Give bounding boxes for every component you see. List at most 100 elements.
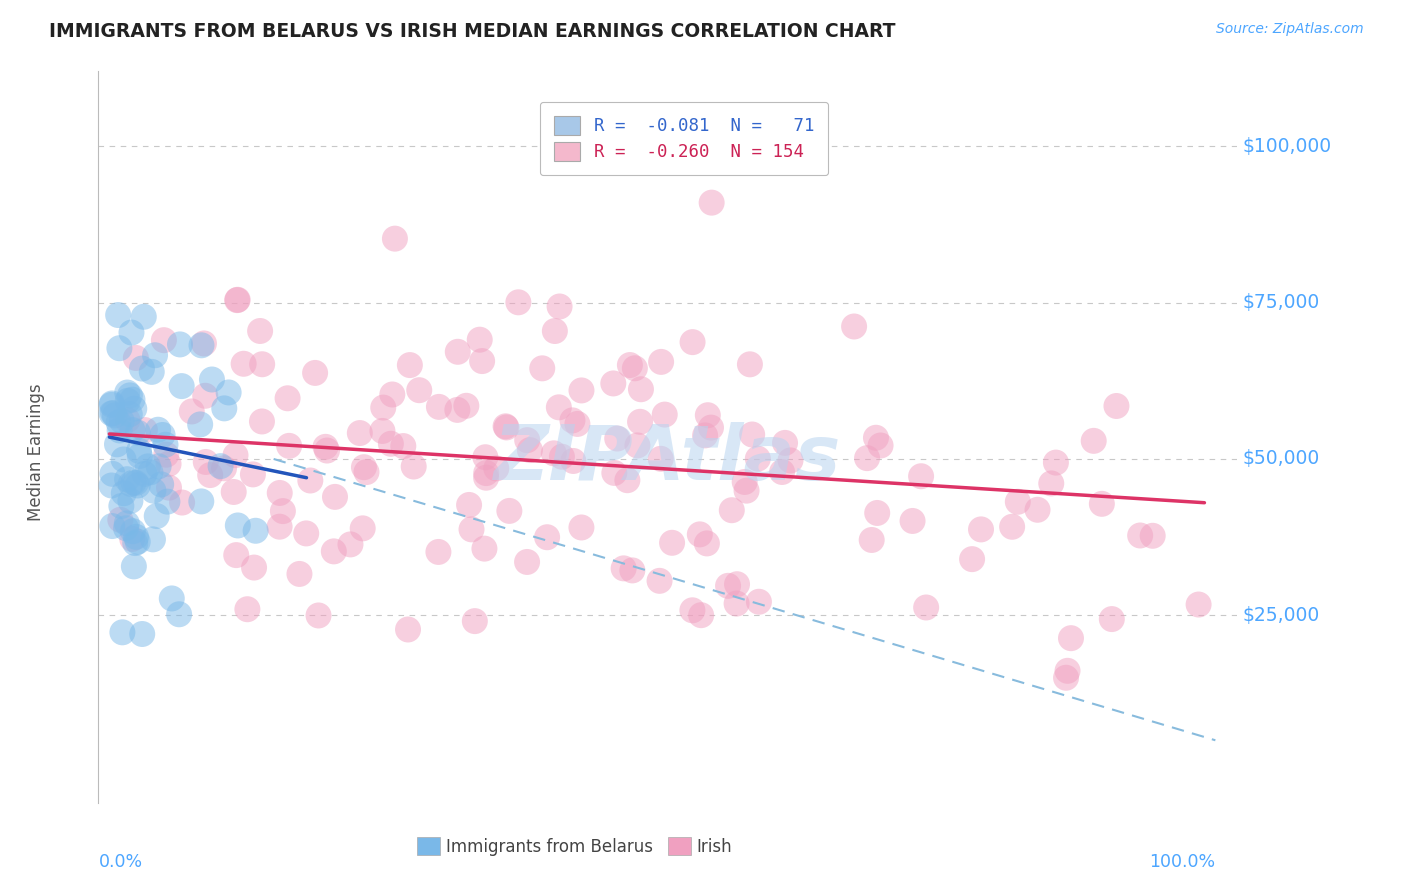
Point bbox=[865, 431, 887, 445]
Point bbox=[214, 401, 236, 416]
Point bbox=[277, 392, 299, 406]
Bar bbox=[418, 838, 440, 855]
Point bbox=[447, 344, 470, 359]
Point bbox=[734, 475, 756, 489]
Point bbox=[288, 566, 311, 581]
Point bbox=[1001, 520, 1024, 534]
Point bbox=[773, 436, 796, 450]
Point bbox=[869, 438, 891, 452]
Point bbox=[381, 387, 404, 401]
Point bbox=[122, 524, 145, 539]
Point bbox=[458, 498, 481, 512]
Text: 100.0%: 100.0% bbox=[1149, 853, 1215, 871]
Point bbox=[121, 326, 143, 340]
Point bbox=[901, 514, 924, 528]
Bar bbox=[668, 838, 690, 855]
Text: Irish: Irish bbox=[696, 838, 733, 855]
Point bbox=[456, 399, 478, 413]
Point bbox=[115, 516, 138, 531]
Point bbox=[308, 608, 330, 623]
Point bbox=[460, 522, 482, 536]
Point bbox=[516, 555, 538, 569]
Point bbox=[519, 443, 541, 458]
Point bbox=[250, 414, 273, 428]
Point bbox=[218, 385, 240, 400]
Point bbox=[117, 413, 139, 427]
Text: Immigrants from Belarus: Immigrants from Belarus bbox=[446, 838, 652, 855]
Point bbox=[134, 423, 156, 437]
Point bbox=[551, 450, 574, 464]
Point bbox=[245, 524, 267, 538]
Point bbox=[128, 449, 150, 463]
Point bbox=[120, 494, 142, 508]
Point bbox=[249, 324, 271, 338]
Point bbox=[396, 623, 419, 637]
Point bbox=[101, 406, 124, 420]
Point bbox=[242, 467, 264, 482]
Point bbox=[142, 533, 165, 547]
Point bbox=[112, 486, 135, 500]
Text: Median Earnings: Median Earnings bbox=[27, 383, 45, 521]
Point bbox=[508, 295, 530, 310]
Point bbox=[628, 415, 651, 429]
Point bbox=[1026, 503, 1049, 517]
Point bbox=[155, 448, 177, 462]
Point bbox=[866, 506, 889, 520]
Point bbox=[180, 404, 202, 418]
Point bbox=[725, 597, 748, 611]
Point bbox=[446, 403, 468, 417]
Point bbox=[485, 461, 508, 475]
Point bbox=[111, 625, 134, 640]
Point bbox=[689, 527, 711, 541]
Point bbox=[474, 541, 496, 556]
Text: $100,000: $100,000 bbox=[1243, 136, 1331, 156]
Point bbox=[155, 438, 177, 452]
Point bbox=[1091, 497, 1114, 511]
Point bbox=[661, 536, 683, 550]
Point bbox=[1142, 529, 1164, 543]
Point bbox=[101, 467, 124, 481]
Point bbox=[100, 407, 122, 421]
Point bbox=[193, 336, 215, 351]
Text: Source: ZipAtlas.com: Source: ZipAtlas.com bbox=[1216, 22, 1364, 37]
Point bbox=[125, 475, 148, 490]
Point bbox=[1187, 598, 1209, 612]
Point bbox=[190, 494, 212, 508]
Point bbox=[198, 468, 221, 483]
Text: $25,000: $25,000 bbox=[1243, 606, 1320, 624]
Point bbox=[1045, 456, 1067, 470]
Point bbox=[373, 401, 395, 415]
Point bbox=[145, 509, 167, 524]
Point bbox=[101, 396, 124, 410]
Point bbox=[621, 563, 644, 577]
Point bbox=[690, 608, 713, 623]
Point bbox=[127, 478, 149, 492]
Point bbox=[1105, 399, 1128, 413]
Point bbox=[567, 417, 589, 431]
Point bbox=[571, 520, 593, 534]
Point bbox=[717, 579, 740, 593]
Point bbox=[169, 337, 191, 351]
Point bbox=[561, 413, 583, 427]
Point bbox=[131, 361, 153, 376]
Point bbox=[115, 385, 138, 400]
Point bbox=[770, 465, 793, 479]
Point bbox=[150, 477, 173, 491]
Point bbox=[117, 393, 139, 408]
Point bbox=[115, 521, 138, 535]
Point bbox=[172, 495, 194, 509]
Point bbox=[427, 545, 450, 559]
Point bbox=[531, 361, 554, 376]
Point bbox=[547, 401, 569, 415]
Point bbox=[616, 473, 638, 487]
Point bbox=[842, 319, 865, 334]
Point bbox=[392, 439, 415, 453]
Text: $75,000: $75,000 bbox=[1243, 293, 1320, 312]
Point bbox=[1040, 476, 1063, 491]
Point bbox=[108, 341, 131, 355]
Point bbox=[115, 472, 138, 486]
Point bbox=[970, 522, 993, 536]
Point bbox=[735, 483, 758, 498]
Point bbox=[626, 438, 648, 452]
Point bbox=[141, 365, 163, 379]
